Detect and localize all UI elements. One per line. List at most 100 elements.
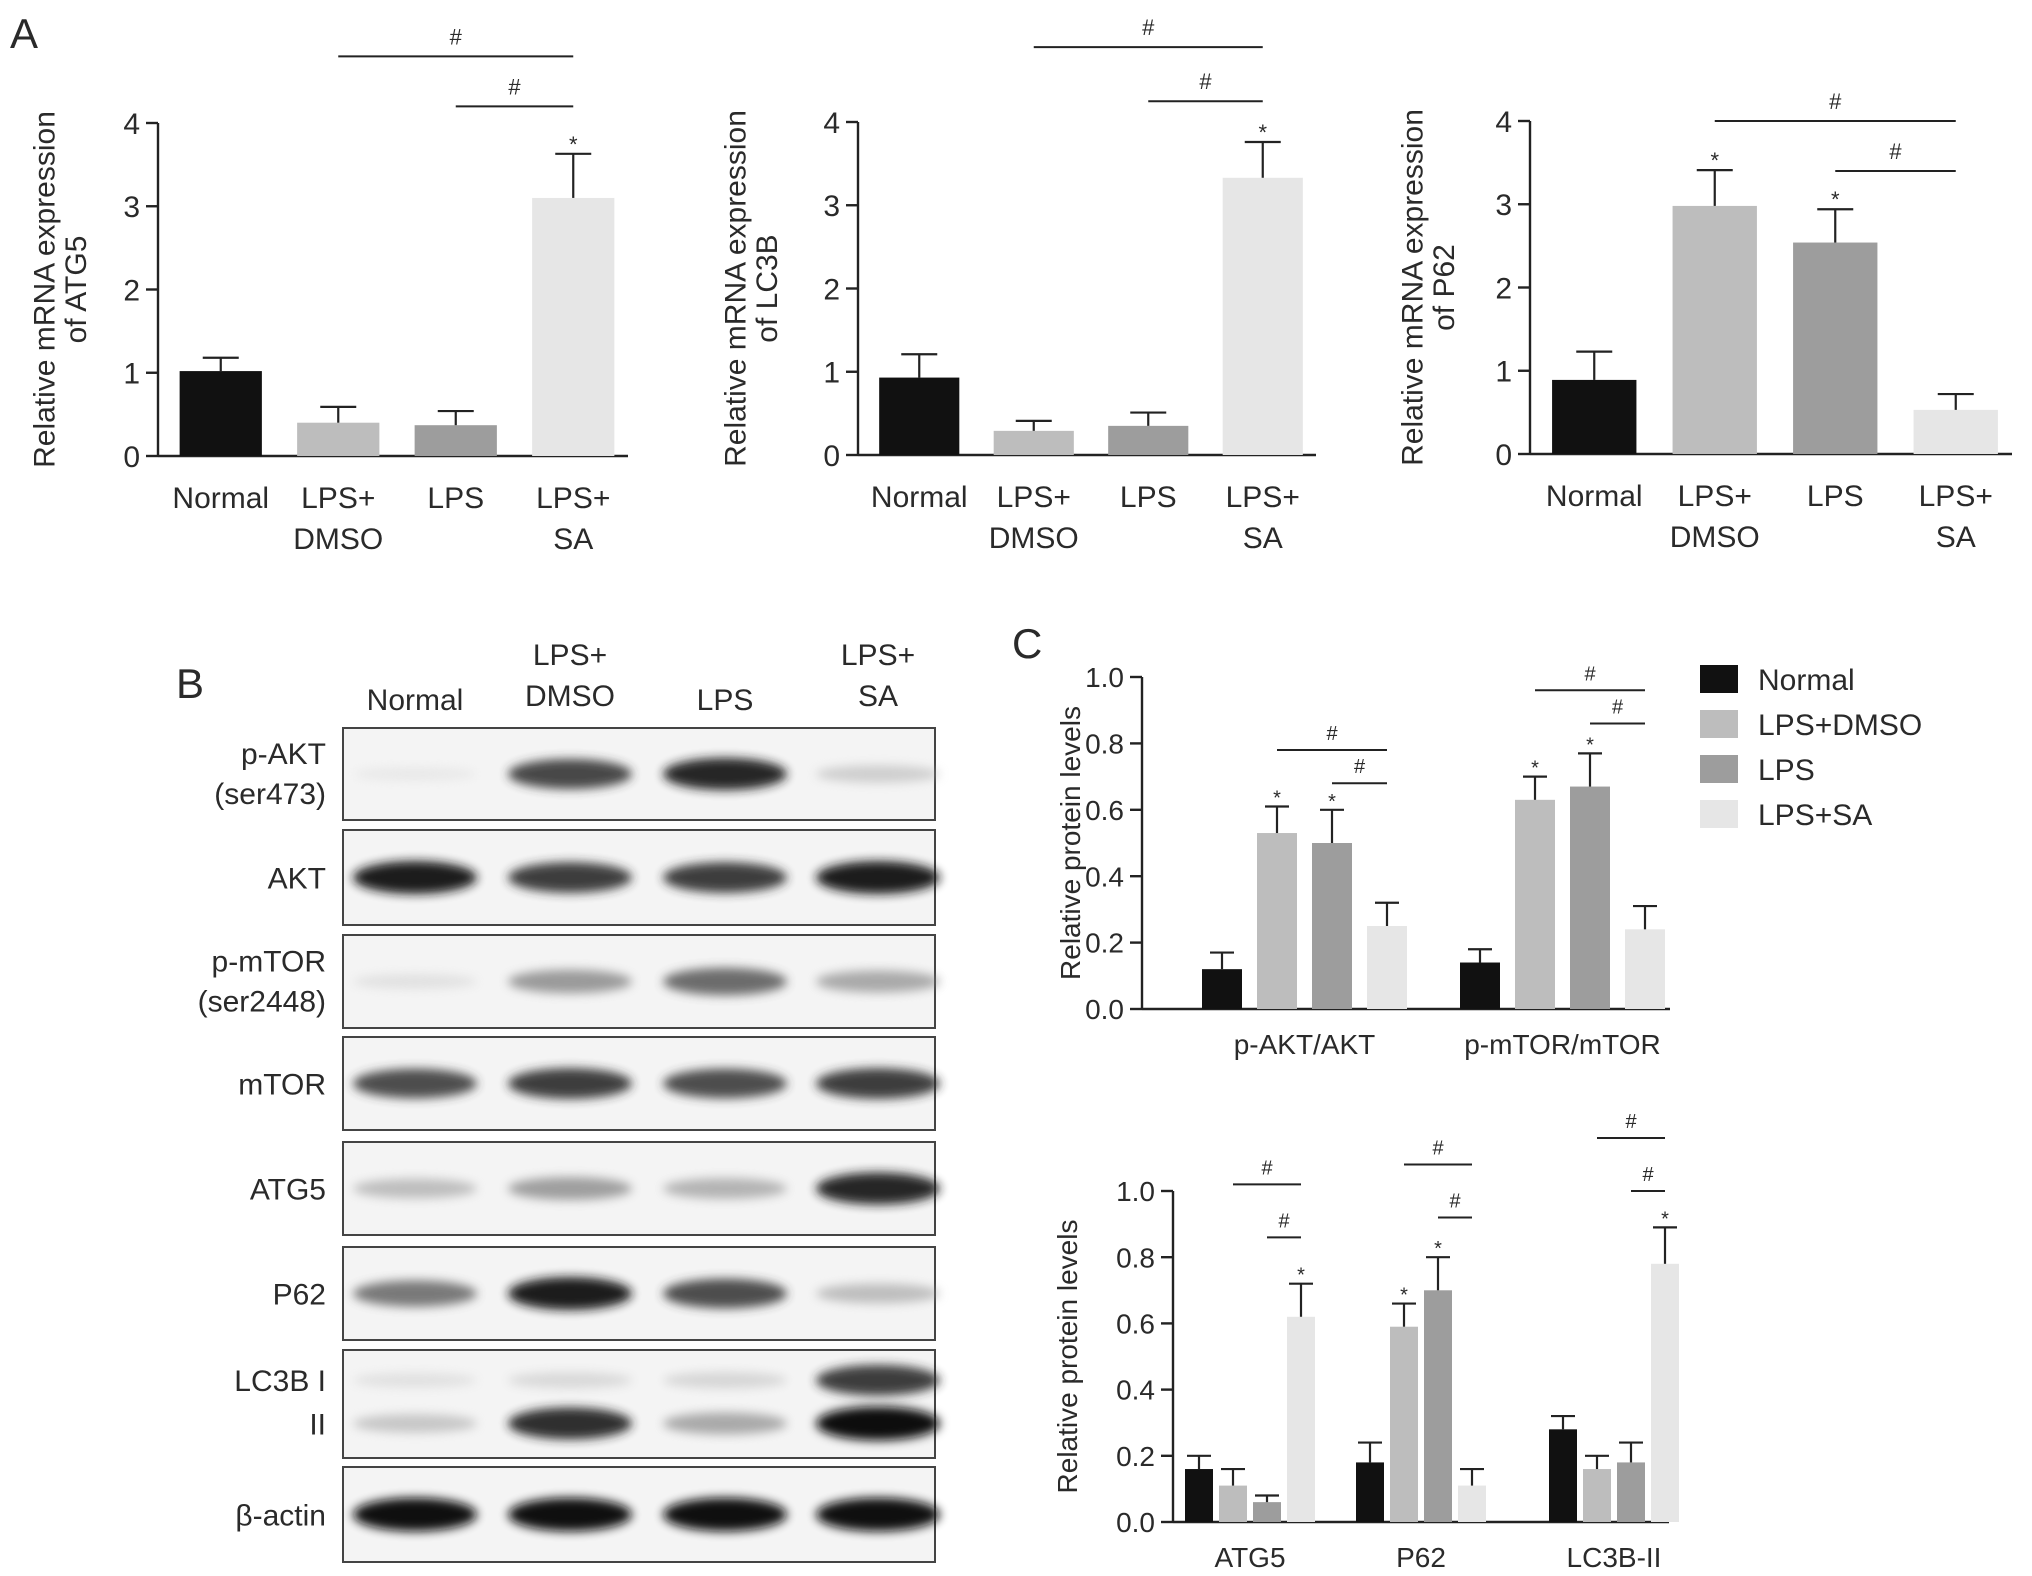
significance-star: * <box>1531 758 1539 780</box>
x-tick-label: Normal <box>1546 480 1643 513</box>
bar <box>1367 926 1407 1009</box>
significance-hash: # <box>1199 69 1212 94</box>
y-tick-label: 0 <box>123 441 140 474</box>
blot-band <box>816 1364 940 1396</box>
y-tick-label: 3 <box>1495 189 1512 222</box>
x-tick-label: DMSO <box>293 523 383 556</box>
significance-hash: # <box>1326 723 1338 745</box>
y-tick-label: 2 <box>123 274 140 307</box>
significance-star: * <box>1328 791 1336 813</box>
blot-band <box>663 757 787 791</box>
y-tick-label: 2 <box>1495 272 1512 305</box>
x-tick-label: SA <box>1243 522 1283 555</box>
chart-autophagy-protein: 0.0 0.2 0.4 0.6 0.8 1.0 Relative protein level… <box>1052 1111 1679 1573</box>
bar <box>1651 1263 1679 1522</box>
legend-swatch <box>1700 800 1738 828</box>
blot-band <box>816 765 940 783</box>
significance-star: * <box>1258 120 1267 145</box>
blot-column-label: SA <box>858 680 898 713</box>
blot-row-label: (ser473) <box>214 778 326 811</box>
legend-label: LPS+SA <box>1758 799 1872 832</box>
blot-column-label: LPS+ <box>841 639 915 672</box>
blot-band <box>353 974 477 989</box>
bar <box>993 430 1074 455</box>
x-tick-label: LC3B-II <box>1567 1542 1662 1573</box>
y-tick-label: 0.8 <box>1085 728 1124 759</box>
blot-band <box>353 1280 477 1307</box>
legend-label: LPS+DMSO <box>1758 709 1922 742</box>
blot-column-label: LPS <box>697 684 754 717</box>
blot-band <box>508 1407 632 1440</box>
significance-star: * <box>569 132 578 157</box>
y-axis-label: of LC3B <box>751 234 784 342</box>
blot-band <box>816 1406 940 1441</box>
bar <box>1219 1485 1247 1522</box>
y-tick-label: 0.0 <box>1085 994 1124 1025</box>
y-tick-label: 4 <box>823 107 840 140</box>
y-axis-label: Relative protein levels <box>1052 1220 1083 1494</box>
panel-label-a: A <box>10 10 38 57</box>
bar <box>1257 833 1297 1009</box>
significance-star: * <box>1400 1285 1408 1307</box>
blot-band <box>353 767 477 781</box>
blot-band <box>663 1497 787 1532</box>
legend-swatch <box>1700 710 1738 738</box>
bar <box>179 371 262 456</box>
y-axis-label: Relative mRNA expression <box>719 110 752 467</box>
significance-hash: # <box>1612 696 1624 718</box>
blot-band <box>353 1068 477 1099</box>
y-tick-label: 0.4 <box>1116 1375 1155 1406</box>
blot-band <box>353 861 477 894</box>
bar <box>1390 1326 1418 1522</box>
significance-hash: # <box>450 24 463 49</box>
blot-column-label: Normal <box>367 684 464 717</box>
x-tick-label: LPS+ <box>1678 480 1752 513</box>
bar <box>414 425 497 456</box>
blot-strip <box>342 1349 936 1459</box>
chart-akt-mtor-protein: 0.0 0.2 0.4 0.6 0.8 1.0 Relative protein level… <box>1055 662 1670 1060</box>
panel-label-c: C <box>1012 620 1042 667</box>
significance-star: * <box>1661 1208 1669 1230</box>
significance-hash: # <box>1449 1190 1461 1212</box>
y-tick-label: 0.8 <box>1116 1242 1155 1273</box>
blot-row-label: mTOR <box>238 1069 326 1102</box>
blot-band <box>508 1497 632 1532</box>
blot-row-label: (ser2448) <box>198 986 326 1019</box>
y-axis-label: of P62 <box>1428 244 1461 331</box>
x-tick-label: LPS <box>1807 480 1864 513</box>
blot-band <box>816 861 940 894</box>
y-tick-label: 1 <box>1495 356 1512 389</box>
blot-band <box>508 1277 632 1310</box>
significance-star: * <box>1297 1265 1305 1287</box>
blot-band <box>508 1177 632 1200</box>
bar <box>1356 1462 1384 1522</box>
blot-band <box>663 967 787 996</box>
significance-hash: # <box>1261 1157 1273 1179</box>
y-axis-label: of ATG5 <box>60 236 93 344</box>
legend-swatch <box>1700 755 1738 783</box>
bar <box>879 377 960 455</box>
y-tick-label: 0.0 <box>1116 1507 1155 1538</box>
blot-row-label: AKT <box>268 863 326 896</box>
x-tick-label: LPS <box>427 482 484 515</box>
x-tick-label: LPS+ <box>536 482 610 515</box>
blot-row-label: II <box>309 1408 326 1441</box>
bar <box>1202 969 1242 1009</box>
significance-hash: # <box>1354 756 1366 778</box>
blot-band <box>663 1278 787 1309</box>
x-tick-label: DMSO <box>1670 521 1760 554</box>
significance-hash: # <box>1642 1164 1654 1186</box>
bar <box>1287 1316 1315 1522</box>
bar <box>297 422 380 456</box>
blot-band <box>508 969 632 994</box>
blot-band <box>508 1068 632 1099</box>
y-axis-label: Relative mRNA expression <box>1396 109 1429 466</box>
bar <box>1583 1469 1611 1522</box>
western-blot: Normal LPS+ DMSO LPS LPS+ SA p-AKT (ser473) AKT p… <box>198 639 940 1563</box>
significance-hash: # <box>508 74 521 99</box>
blot-band <box>353 1372 477 1388</box>
significance-hash: # <box>1829 89 1842 114</box>
